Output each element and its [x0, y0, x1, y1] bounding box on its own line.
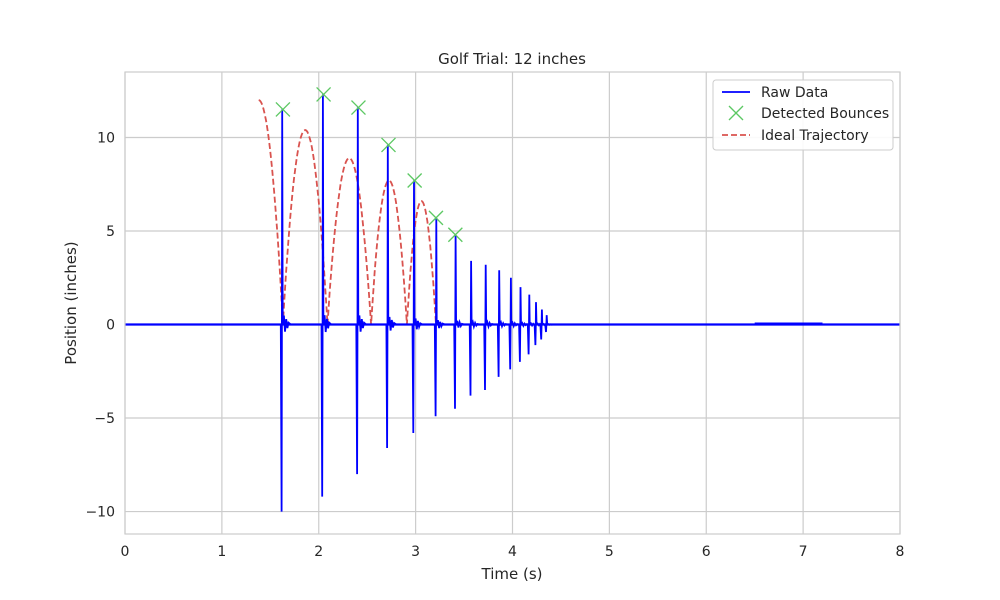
- legend-label-ideal-trajectory: Ideal Trajectory: [761, 128, 869, 144]
- raw-data-spike: [411, 180, 423, 434]
- tick-labels: 0 1 2 3 4 5 6 7 8 −10 −5 0 5 10: [85, 130, 904, 560]
- x-tick-label: 0: [121, 544, 130, 560]
- legend-label-detected-bounces: Detected Bounces: [761, 106, 889, 122]
- raw-data-spike: [453, 234, 465, 409]
- x-tick-label: 3: [411, 544, 420, 560]
- y-tick-label: −10: [85, 505, 115, 521]
- detected-bounce-marker: [428, 210, 444, 226]
- legend-swatch-detected-bounces: [728, 105, 744, 121]
- detected-bounce-marker: [407, 173, 423, 188]
- x-tick-label: 4: [508, 544, 517, 560]
- raw-data-spike: [279, 109, 292, 512]
- ideal-trajectory-line: [258, 99, 437, 325]
- legend-label-raw-data: Raw Data: [761, 85, 828, 101]
- detected-bounce-marker: [381, 137, 396, 153]
- raw-data-spike: [355, 107, 367, 475]
- plot-frame: [124, 71, 901, 535]
- x-tick-label: 5: [605, 544, 614, 560]
- detected-bounce-marker: [447, 227, 463, 243]
- detected-bounce-marker: [316, 86, 332, 102]
- raw-data-spike: [468, 260, 480, 396]
- raw-data-spike: [544, 315, 556, 333]
- detected-bounce-marker: [275, 101, 291, 117]
- raw-data-spike: [320, 94, 332, 497]
- x-tick-label: 7: [799, 544, 808, 560]
- raw-data-spike: [508, 277, 520, 370]
- detected-bounce-marker: [351, 100, 366, 115]
- y-tick-label: 10: [97, 130, 115, 146]
- raw-data-spike: [433, 217, 446, 417]
- raw-data-spike: [483, 264, 495, 391]
- legend: Raw Data Detected Bounces Ideal Trajecto…: [712, 79, 894, 151]
- legend-box: [712, 79, 894, 151]
- raw-data-spike: [385, 144, 397, 449]
- x-tick-label: 1: [217, 544, 226, 560]
- raw-data-spike: [518, 287, 530, 362]
- plot-area: [125, 86, 900, 512]
- y-tick-label: −5: [94, 411, 115, 427]
- x-tick-label: 6: [702, 544, 711, 560]
- x-tick-label: 2: [314, 544, 323, 560]
- y-axis-label: Position (inches): [62, 241, 80, 364]
- y-tick-label: 0: [106, 318, 115, 334]
- x-tick-label: 8: [896, 544, 905, 560]
- chart-title: Golf Trial: 12 inches: [438, 50, 586, 68]
- raw-data-spike: [496, 270, 508, 377]
- x-axis-label: Time (s): [481, 565, 543, 583]
- y-tick-label: 5: [106, 224, 115, 240]
